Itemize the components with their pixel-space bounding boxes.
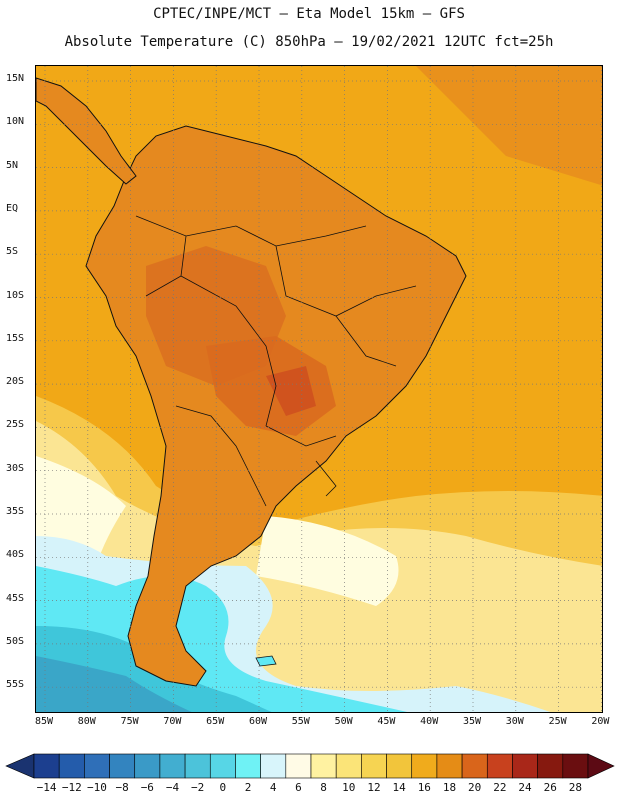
lon-tick-label: 70W xyxy=(163,716,182,727)
colorbar-swatch xyxy=(486,753,513,779)
colorbar-swatch xyxy=(537,753,564,779)
colorbar-label: 4 xyxy=(269,781,277,794)
colorbar-label: 28 xyxy=(568,781,583,794)
lat-tick-label: 55S xyxy=(6,679,25,691)
colorbar-label: −2 xyxy=(191,781,205,794)
map-title-line-2: Absolute Temperature (C) 850hPa – 19/02/… xyxy=(64,34,554,50)
country-borders xyxy=(135,215,417,507)
lon-tick-label: 60W xyxy=(248,716,268,727)
colorbar-label: −6 xyxy=(140,781,154,794)
colorbar-label: −12 xyxy=(61,781,82,794)
colorbar-label: 8 xyxy=(320,781,327,794)
lon-tick-label: 25W xyxy=(548,716,567,727)
map-title-line-1: CPTEC/INPE/MCT – Eta Model 15km – GFS xyxy=(153,6,465,22)
colorbar-label: 18 xyxy=(442,781,457,794)
colorbar-label: 10 xyxy=(342,781,356,794)
central-america-land xyxy=(36,77,137,185)
lat-tick-label: 25S xyxy=(6,419,25,431)
lat-tick-label: 5S xyxy=(6,246,19,258)
colorbar-label: 16 xyxy=(417,781,431,794)
lon-tick-label: 85W xyxy=(34,716,54,727)
colorbar-swatch xyxy=(235,753,261,779)
colorbar-label: 14 xyxy=(392,781,406,794)
lat-tick-label: 45S xyxy=(6,592,25,604)
colorbar-swatch xyxy=(109,753,136,779)
colorbar-label: −10 xyxy=(87,781,107,794)
colorbar-label: −4 xyxy=(165,781,180,794)
lat-tick-label: 50S xyxy=(6,635,25,647)
lon-tick-label: 75W xyxy=(120,716,139,727)
lat-tick-label: 10S xyxy=(6,289,25,301)
lat-tick-label: 5N xyxy=(6,159,19,171)
lon-tick-label: 55W xyxy=(291,716,310,727)
colorbar-swatch xyxy=(361,753,387,779)
colorbar-label: 2 xyxy=(244,781,252,794)
lon-tick-label: 40W xyxy=(420,716,439,727)
lon-tick-label: 65W xyxy=(206,716,225,727)
colorbar-label: 22 xyxy=(493,781,507,794)
colorbar-label: 12 xyxy=(367,781,381,794)
temperature-map[interactable] xyxy=(35,65,603,713)
colorbar-swatch xyxy=(285,753,312,779)
lon-tick-label: 80W xyxy=(77,716,96,727)
colorbar-label: −8 xyxy=(115,781,129,794)
pantanal-hottest-zone xyxy=(266,366,316,416)
colorbar-label: 26 xyxy=(543,781,557,794)
lat-tick-label: 15S xyxy=(6,332,25,344)
colorbar-underflow-arrow xyxy=(5,753,35,779)
colorbar-overflow-arrow xyxy=(587,753,615,779)
colorbar-label: −14 xyxy=(36,781,57,794)
colorbar-label: 24 xyxy=(518,781,532,794)
colorbar-swatch xyxy=(184,753,211,779)
colorbar-swatch xyxy=(209,753,236,779)
falkland-islands xyxy=(255,655,277,667)
colorbar-swatch xyxy=(436,753,463,779)
colorbar-swatch xyxy=(562,753,589,779)
lat-tick-label: 40S xyxy=(6,549,25,561)
graticule xyxy=(36,66,602,712)
lon-tick-label: 35W xyxy=(462,716,482,727)
lon-tick-label: 50W xyxy=(334,716,353,727)
colorbar-label: 6 xyxy=(295,781,302,794)
lon-tick-label: 30W xyxy=(505,716,524,727)
lat-tick-label: EQ xyxy=(6,202,19,214)
colorbar-swatch xyxy=(134,753,161,779)
lat-tick-label: 20S xyxy=(6,376,25,388)
lat-tick-label: 15N xyxy=(6,73,25,84)
colorbar-swatch xyxy=(386,753,413,779)
lon-tick-label: 45W xyxy=(377,716,396,727)
temperature-colorbar xyxy=(5,753,615,779)
lat-tick-label: 35S xyxy=(6,506,25,517)
patagonia-cold-band xyxy=(256,516,399,606)
lat-tick-label: 10N xyxy=(6,116,25,128)
colorbar-swatch xyxy=(335,753,362,779)
colorbar-swatch xyxy=(461,753,488,779)
colorbar-swatch xyxy=(159,753,186,779)
colorbar-swatch xyxy=(512,753,538,779)
colorbar-swatch xyxy=(260,753,287,779)
map-svg xyxy=(36,66,602,712)
blue-cold-zone xyxy=(36,656,192,712)
colorbar-label: 0 xyxy=(219,781,227,794)
lon-tick-label: 20W xyxy=(591,716,610,727)
colorbar-swatch xyxy=(411,753,438,779)
lat-tick-label: 30S xyxy=(6,462,25,474)
colorbar-swatch xyxy=(33,753,60,779)
colorbar-swatch xyxy=(84,753,110,779)
colorbar-swatch xyxy=(58,753,85,779)
colorbar-label: 20 xyxy=(468,781,482,794)
colorbar-swatch xyxy=(310,753,337,779)
caribbean-warm-zone xyxy=(416,66,602,186)
